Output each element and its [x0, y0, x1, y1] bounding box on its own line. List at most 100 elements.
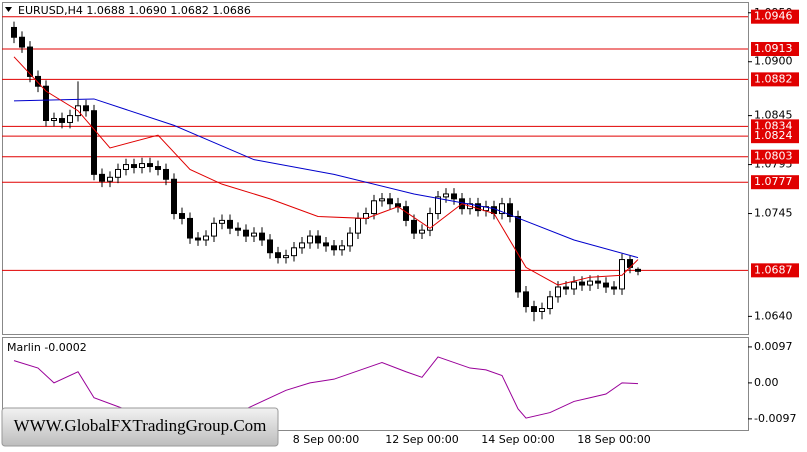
candle-body — [43, 85, 49, 122]
candle-body — [115, 168, 121, 178]
candle-body — [227, 219, 233, 229]
candle-body — [307, 235, 313, 244]
y-tick-label: 0.00 — [754, 376, 779, 389]
candle-body — [443, 193, 449, 198]
candle-body — [91, 110, 97, 175]
candle-body — [155, 166, 161, 170]
candle-body — [211, 222, 217, 237]
candle-body — [203, 235, 209, 241]
level-label: 1.0824 — [754, 129, 793, 142]
candle-body — [267, 239, 273, 254]
level-label: 1.0882 — [754, 72, 793, 85]
candle-body — [339, 245, 345, 251]
candle-body — [499, 203, 505, 215]
candle-body — [355, 217, 361, 234]
candle-body — [595, 280, 601, 284]
candle-body — [11, 26, 17, 38]
candle-body — [635, 268, 641, 272]
candle-body — [539, 308, 545, 312]
candle-body — [331, 245, 337, 251]
candle-body — [419, 229, 425, 234]
indicator-line — [13, 98, 639, 259]
candle-body — [371, 200, 377, 215]
candle-body — [475, 203, 481, 212]
indicator-line — [13, 356, 639, 425]
candle-body — [123, 164, 129, 170]
candle-body — [67, 115, 73, 123]
candle-body — [259, 232, 265, 241]
candle-body — [179, 213, 185, 219]
y-tick-label: 0.0097 — [754, 340, 793, 353]
x-tick-label: 14 Sep 00:00 — [481, 433, 554, 446]
candle-body — [187, 217, 193, 239]
candle-body — [35, 75, 41, 87]
candle-body — [451, 193, 457, 200]
level-label-box — [751, 129, 799, 144]
level-label: 1.0777 — [754, 175, 793, 188]
candle-body — [163, 168, 169, 180]
candle-body — [579, 281, 585, 286]
candle-body — [83, 105, 89, 112]
candle-body — [603, 282, 609, 288]
candle-body — [531, 306, 537, 312]
candle-body — [507, 203, 513, 217]
candle-body — [611, 286, 617, 290]
y-tick-label: 1.0900 — [754, 55, 793, 68]
main-panel — [2, 2, 749, 335]
watermark: WWW.GlobalFXTradingGroup.Com — [14, 416, 267, 435]
level-label-box — [751, 72, 799, 87]
level-label-box — [751, 149, 799, 164]
candle-body — [291, 247, 297, 257]
candle-body — [195, 237, 201, 241]
candle-body — [251, 232, 257, 237]
level-label-box — [751, 42, 799, 57]
menu-triangle — [5, 7, 12, 12]
candle-body — [379, 198, 385, 202]
candle-body — [523, 291, 529, 308]
candle-body — [107, 176, 113, 182]
candle-body — [587, 280, 593, 286]
candle-body — [283, 255, 289, 259]
level-label-box — [751, 9, 799, 24]
candle-body — [315, 235, 321, 244]
candle-body — [275, 252, 281, 259]
candle-body — [563, 286, 569, 290]
candle-body — [99, 173, 105, 182]
level-label-box — [751, 263, 799, 278]
candle-body — [131, 164, 137, 169]
oscillator-title: Marlin -0.0002 — [7, 341, 87, 354]
candle-body — [547, 296, 553, 310]
level-label: 1.0946 — [754, 10, 793, 23]
level-label: 1.0834 — [754, 119, 793, 132]
y-tick-label: 1.0640 — [754, 309, 793, 322]
candle-body — [19, 36, 25, 48]
candle-body — [51, 118, 57, 122]
candle-body — [555, 286, 561, 298]
candle-body — [435, 196, 441, 215]
candle-body — [59, 118, 65, 123]
indicator-line — [13, 56, 639, 286]
candle-body — [299, 242, 305, 249]
candle-body — [147, 163, 153, 168]
x-tick-label: 8 Sep 00:00 — [293, 433, 359, 446]
candle-body — [571, 281, 577, 290]
candle-body — [323, 242, 329, 247]
level-label-box — [751, 175, 799, 190]
level-label: 1.0913 — [754, 42, 793, 55]
y-tick-label: -0.0097 — [754, 412, 796, 425]
level-label: 1.0687 — [754, 263, 793, 276]
candle-body — [235, 227, 241, 231]
candle-body — [243, 229, 249, 237]
x-tick-label: 12 Sep 00:00 — [385, 433, 458, 446]
chart-title: EURUSD,H4 1.0688 1.0690 1.0682 1.0686 — [18, 4, 251, 17]
y-tick-label: 1.0745 — [754, 207, 793, 220]
watermark-box — [1, 407, 279, 447]
level-label: 1.0803 — [754, 150, 793, 163]
candle-body — [387, 198, 393, 205]
candle-body — [411, 219, 417, 234]
candle-body — [347, 232, 353, 247]
candle-body — [427, 213, 433, 231]
candle-body — [139, 163, 145, 169]
